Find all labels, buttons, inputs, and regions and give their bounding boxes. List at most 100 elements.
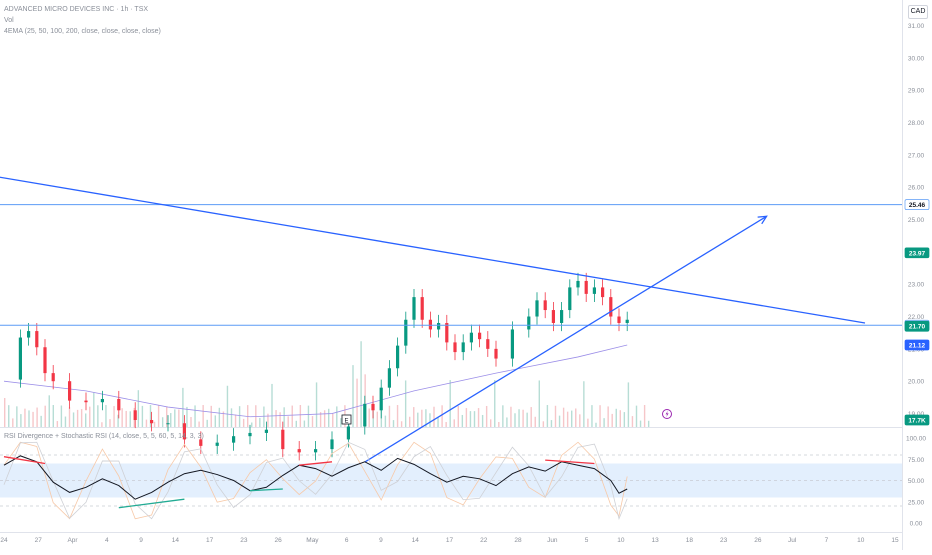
price-tick-label: 26.00 — [908, 185, 925, 192]
volume-bar — [421, 409, 423, 427]
volume-bar — [85, 413, 87, 427]
price-tick-label: 25.00 — [908, 217, 925, 224]
indicator-legend[interactable]: RSI Divergence + Stochastic RSI (14, clo… — [4, 433, 204, 440]
rsi-axis[interactable]: 100.00 75.00 50.00 25.00 0.00 — [906, 436, 926, 528]
candle-body — [84, 400, 88, 403]
volume-bar — [615, 408, 617, 427]
volume-bar — [105, 405, 107, 427]
candle-body — [592, 287, 596, 294]
volume-bar — [178, 409, 180, 427]
volume-bar — [186, 406, 188, 427]
ema-legend[interactable]: 4EMA (25, 50, 100, 200, close, close, cl… — [4, 28, 161, 35]
candle-body — [297, 449, 301, 453]
volume-bar — [226, 385, 229, 427]
candle-body — [387, 368, 391, 388]
volume-bar — [392, 420, 395, 427]
volume-bar — [376, 411, 378, 427]
volume-bar — [76, 409, 79, 427]
volume-bar — [356, 378, 358, 427]
earnings-marker[interactable] — [341, 414, 352, 425]
drawings[interactable] — [0, 171, 902, 463]
volume-bar — [145, 419, 148, 427]
volume-bar — [210, 405, 212, 427]
time-tick-label: Apr — [67, 537, 78, 544]
candle-body — [428, 319, 432, 330]
volume-bar — [214, 415, 216, 427]
volume-bar — [170, 413, 172, 427]
volume-bar — [72, 412, 75, 427]
volume-bar — [502, 405, 504, 427]
volume-bar — [481, 414, 484, 427]
price-label: 25.46 — [909, 202, 926, 209]
volume-bar — [538, 380, 540, 427]
stoch-k-line — [3, 441, 628, 520]
candle-body — [199, 439, 203, 446]
volume-bar — [619, 410, 621, 427]
volume-bar — [558, 415, 561, 427]
volume-bar — [36, 407, 38, 427]
arrow-trendline[interactable] — [364, 215, 767, 463]
time-tick-label: May — [306, 537, 319, 544]
volume-bar — [267, 413, 269, 427]
volume-bar — [433, 406, 435, 427]
volume-bar — [494, 380, 496, 427]
volume-bar — [388, 405, 391, 427]
volume-bar — [222, 411, 225, 427]
volume-bar — [121, 408, 123, 427]
lightning-glyph — [665, 410, 669, 418]
time-tick-label: 17 — [206, 537, 214, 544]
candle-body — [625, 319, 629, 323]
candle-body — [535, 300, 539, 317]
volume-bar — [161, 417, 164, 427]
volume-bar — [445, 422, 447, 427]
volume-bar — [599, 405, 601, 427]
volume-bar — [52, 405, 54, 427]
volume-bar — [348, 422, 350, 427]
volume-bar — [12, 418, 14, 427]
candle-body — [314, 449, 318, 453]
volume-bar — [311, 416, 314, 427]
volume-bar — [611, 413, 613, 427]
volume-legend[interactable]: Vol — [4, 17, 14, 24]
volume-bar — [457, 405, 459, 427]
time-tick-label: 14 — [412, 537, 420, 544]
candle-body — [51, 373, 55, 382]
volume-bar — [182, 387, 184, 427]
volume-bar — [591, 405, 593, 427]
volume-bar — [534, 416, 536, 427]
volume-bar — [336, 406, 338, 427]
price-tick-label: 19.00 — [908, 411, 925, 418]
time-tick-label: Jul — [788, 537, 797, 544]
time-tick-label: 28 — [514, 537, 522, 544]
price-label: 17.7K — [908, 418, 926, 425]
bullish-divergence-line — [118, 498, 185, 509]
candle-body — [469, 332, 473, 343]
descending-trendline[interactable] — [0, 171, 866, 324]
volume-bar — [627, 382, 630, 427]
time-axis[interactable]: 24 27 Apr 4 9 14 17 23 26 May 6 9 14 17 22 28 Jun 5 10 13 18… — [0, 537, 899, 544]
price-axis[interactable]: 31.0030.0029.0028.0027.0026.0025.0024.00… — [904, 23, 930, 426]
volume-bar — [635, 405, 638, 427]
volume-bar — [510, 406, 512, 427]
price-label-box — [904, 320, 930, 332]
candle-body — [396, 345, 400, 369]
time-tick-label: 22 — [480, 537, 488, 544]
volume-bar — [97, 405, 99, 427]
candle-body — [215, 442, 219, 446]
price-tick-label: 31.00 — [908, 23, 925, 30]
volume-bar — [149, 405, 152, 427]
candle-body — [551, 310, 555, 323]
rsi-line — [3, 455, 628, 500]
currency-button[interactable]: CAD — [908, 5, 928, 19]
candle-body — [543, 300, 547, 311]
symbol-title[interactable]: ADVANCED MICRO DEVICES INC · 1h · TSX — [4, 6, 149, 13]
candle-body — [453, 342, 457, 353]
volume-bar — [125, 410, 127, 427]
volume-bar — [307, 405, 310, 427]
time-tick-label: Jun — [547, 537, 558, 544]
volume-bar — [251, 422, 253, 427]
volume-bar — [101, 422, 103, 427]
candle-body — [379, 387, 383, 411]
